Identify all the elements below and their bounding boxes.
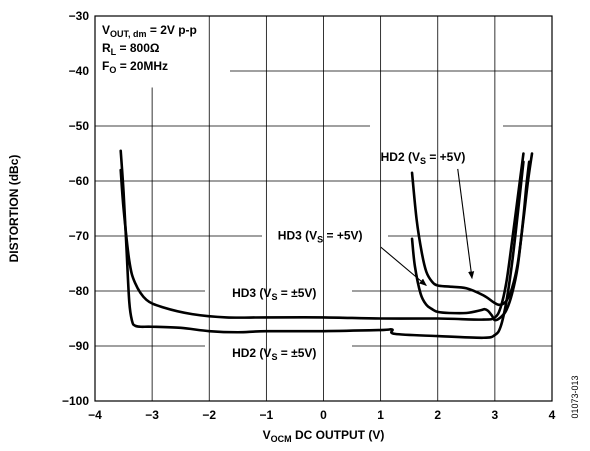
hd2-vs-plus5-label-sub: S <box>420 156 426 166</box>
x-axis-label-main: V <box>263 428 271 442</box>
x-tick-label: −1 <box>260 408 274 422</box>
y-tick-label: −90 <box>69 339 90 353</box>
rl-condition-main: R <box>102 41 111 55</box>
hd3-vs-plus5-label-main: HD3 (V <box>278 228 317 242</box>
x-tick-label: 4 <box>549 408 556 422</box>
tick-labels: −4 −3 −2 −1 0 1 2 3 4 −30 −40 −50 −60 −70 −80 −90 −100 <box>62 9 556 422</box>
hd2-vs-plus5-label: HD2 (VS = +5V) <box>381 150 466 166</box>
y-tick-label: −50 <box>69 119 90 133</box>
fo-condition-main: F <box>102 59 109 73</box>
rl-condition-rest: = 800Ω <box>116 41 160 55</box>
x-tick-label: −4 <box>88 408 102 422</box>
fo-condition-rest: = 20MHz <box>116 59 168 73</box>
y-tick-label: −80 <box>69 284 90 298</box>
x-tick-label: −2 <box>202 408 216 422</box>
hd3-vs-pm5-label-sub: S <box>271 292 277 302</box>
vout-condition-sub: OUT, dm <box>110 29 147 39</box>
hd2-vs-pm5-label-sub: S <box>271 352 277 362</box>
hd2-vs-pm5-label-rest: = ±5V) <box>277 346 316 360</box>
x-axis-label-sub: OCM <box>271 434 292 444</box>
hd2-vs-plus5-label-rest: = +5V) <box>426 150 465 164</box>
x-tick-label: 3 <box>492 408 499 422</box>
chart-grid <box>95 16 552 401</box>
hd3-vs-plus5-label-sub: S <box>317 234 323 244</box>
hd2-vs-pm5-label-main: HD2 (V <box>232 346 271 360</box>
hd2-plus5-arrow <box>457 168 475 280</box>
vout-condition: VOUT, dm = 2V p-p <box>102 23 197 39</box>
hd3-vs-pm5-label-main: HD3 (V <box>232 286 271 300</box>
vout-condition-main: V <box>102 23 110 37</box>
vout-condition-rest: = 2V p-p <box>147 23 197 37</box>
hd2-vs-pm5-label: HD2 (VS = ±5V) <box>232 346 316 362</box>
hd3-vs-pm5-line <box>119 152 525 321</box>
hd3-plus5-arrow <box>380 246 427 286</box>
fo-condition: FO = 20MHz <box>102 59 168 75</box>
hd3-vs-pm5-label: HD3 (VS = ±5V) <box>232 286 316 302</box>
x-tick-label: 1 <box>377 408 384 422</box>
x-tick-label: 2 <box>434 408 441 422</box>
rl-condition: RL = 800Ω <box>102 41 160 57</box>
y-tick-label: −100 <box>62 394 89 408</box>
hd3-vs-pm5-label-rest: = ±5V) <box>277 286 316 300</box>
rl-condition-sub: L <box>111 47 117 57</box>
hd3-vs-plus5-label: HD3 (VS = +5V) <box>278 228 363 244</box>
plot-frame <box>94 15 553 402</box>
chart-annotations: VOUT, dm = 2V p-p RL = 800Ω FO = 20MHz HD2 … <box>102 23 475 362</box>
x-axis-label: VOCM DC OUTPUT (V) <box>263 428 385 444</box>
y-tick-label: −60 <box>69 174 90 188</box>
x-axis-label-rest: DC OUTPUT (V) <box>292 428 385 442</box>
x-tick-label: 0 <box>320 408 327 422</box>
y-tick-label: −70 <box>69 229 90 243</box>
fo-condition-sub: O <box>109 65 116 75</box>
x-tick-label: −3 <box>145 408 159 422</box>
hd3-vs-plus5-line <box>410 160 531 322</box>
hd2-vs-pm5-line <box>119 149 525 340</box>
chart-series <box>119 149 534 340</box>
y-tick-label: −30 <box>69 9 90 23</box>
hd2-vs-plus5-label-main: HD2 (V <box>381 150 420 164</box>
hd3-vs-plus5-label-rest: = +5V) <box>323 228 362 242</box>
figure-id: 01073-013 <box>570 375 580 418</box>
y-tick-label: −40 <box>69 64 90 78</box>
y-axis-label: DISTORTION (dBc) <box>7 155 21 263</box>
